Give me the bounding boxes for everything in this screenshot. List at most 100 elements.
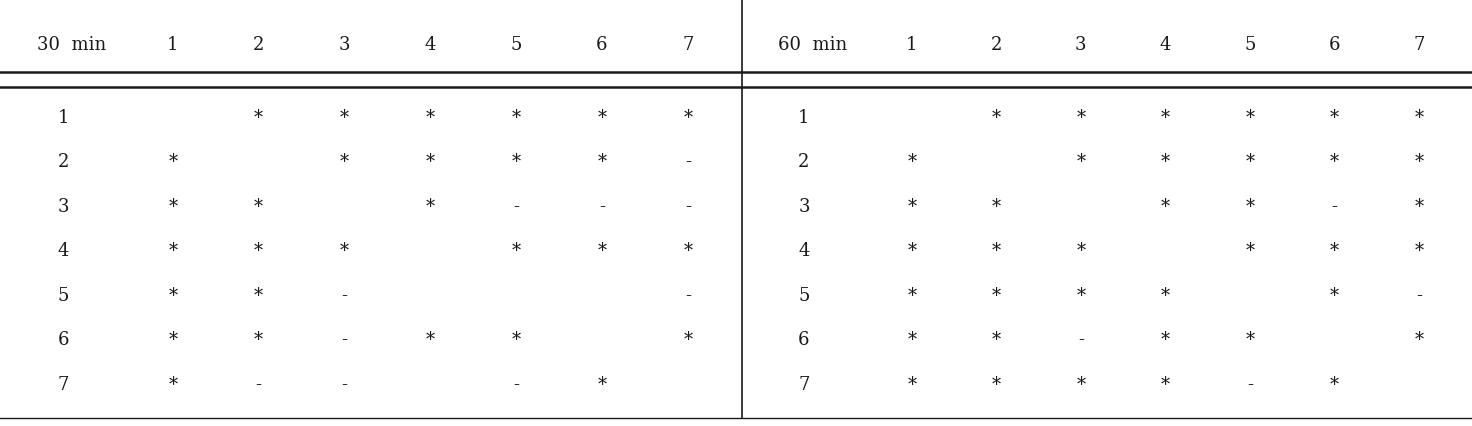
Text: *: * — [512, 153, 521, 172]
Text: *: * — [992, 331, 1001, 349]
Text: 2: 2 — [57, 153, 69, 172]
Text: -: - — [599, 198, 605, 216]
Text: *: * — [907, 198, 917, 216]
Text: *: * — [512, 109, 521, 127]
Text: *: * — [340, 153, 349, 172]
Text: *: * — [1415, 109, 1423, 127]
Text: *: * — [1076, 287, 1085, 305]
Text: *: * — [598, 109, 606, 127]
Text: *: * — [1329, 287, 1340, 305]
Text: *: * — [1076, 109, 1085, 127]
Text: -: - — [684, 287, 690, 305]
Text: *: * — [992, 242, 1001, 260]
Text: *: * — [1245, 242, 1254, 260]
Text: 1: 1 — [798, 109, 810, 127]
Text: *: * — [992, 198, 1001, 216]
Text: -: - — [342, 376, 347, 394]
Text: -: - — [1078, 331, 1083, 349]
Text: 5: 5 — [798, 287, 810, 305]
Text: *: * — [598, 153, 606, 172]
Text: 4: 4 — [798, 242, 810, 260]
Text: *: * — [168, 153, 177, 172]
Text: 60  min: 60 min — [779, 36, 848, 54]
Text: *: * — [683, 242, 692, 260]
Text: 3: 3 — [798, 198, 810, 216]
Text: *: * — [907, 287, 917, 305]
Text: *: * — [992, 287, 1001, 305]
Text: -: - — [342, 287, 347, 305]
Text: -: - — [1247, 376, 1253, 394]
Text: *: * — [1076, 376, 1085, 394]
Text: *: * — [255, 331, 263, 349]
Text: *: * — [1161, 287, 1170, 305]
Text: 30  min: 30 min — [37, 36, 106, 54]
Text: *: * — [1076, 242, 1085, 260]
Text: -: - — [1331, 198, 1338, 216]
Text: 7: 7 — [798, 376, 810, 394]
Text: *: * — [340, 109, 349, 127]
Text: 6: 6 — [798, 331, 810, 349]
Text: 1: 1 — [907, 36, 917, 54]
Text: *: * — [425, 153, 434, 172]
Text: -: - — [514, 198, 520, 216]
Text: *: * — [598, 242, 606, 260]
Text: *: * — [425, 198, 434, 216]
Text: 5: 5 — [1244, 36, 1256, 54]
Text: *: * — [1161, 109, 1170, 127]
Text: *: * — [1329, 376, 1340, 394]
Text: 2: 2 — [253, 36, 265, 54]
Text: *: * — [1245, 198, 1254, 216]
Text: *: * — [255, 242, 263, 260]
Text: -: - — [342, 331, 347, 349]
Text: *: * — [168, 198, 177, 216]
Text: -: - — [256, 376, 262, 394]
Text: *: * — [512, 331, 521, 349]
Text: *: * — [1245, 153, 1254, 172]
Text: *: * — [907, 376, 917, 394]
Text: *: * — [512, 242, 521, 260]
Text: *: * — [1245, 109, 1254, 127]
Text: 3: 3 — [57, 198, 69, 216]
Text: *: * — [992, 109, 1001, 127]
Text: *: * — [168, 376, 177, 394]
Text: *: * — [1161, 331, 1170, 349]
Text: *: * — [1329, 153, 1340, 172]
Text: 7: 7 — [57, 376, 69, 394]
Text: *: * — [425, 109, 434, 127]
Text: 2: 2 — [991, 36, 1002, 54]
Text: 4: 4 — [1160, 36, 1172, 54]
Text: 6: 6 — [596, 36, 608, 54]
Text: -: - — [684, 198, 690, 216]
Text: 7: 7 — [682, 36, 693, 54]
Text: *: * — [598, 376, 606, 394]
Text: 4: 4 — [57, 242, 69, 260]
Text: *: * — [1076, 153, 1085, 172]
Text: 6: 6 — [57, 331, 69, 349]
Text: *: * — [1161, 376, 1170, 394]
Text: *: * — [425, 331, 434, 349]
Text: *: * — [683, 109, 692, 127]
Text: *: * — [683, 331, 692, 349]
Text: -: - — [684, 153, 690, 172]
Text: 5: 5 — [57, 287, 69, 305]
Text: *: * — [907, 153, 917, 172]
Text: *: * — [168, 242, 177, 260]
Text: -: - — [1416, 287, 1422, 305]
Text: *: * — [1415, 198, 1423, 216]
Text: 1: 1 — [57, 109, 69, 127]
Text: *: * — [1329, 242, 1340, 260]
Text: 3: 3 — [1075, 36, 1086, 54]
Text: 6: 6 — [1329, 36, 1340, 54]
Text: *: * — [340, 242, 349, 260]
Text: *: * — [255, 287, 263, 305]
Text: *: * — [168, 331, 177, 349]
Text: *: * — [255, 198, 263, 216]
Text: 7: 7 — [1413, 36, 1425, 54]
Text: 3: 3 — [339, 36, 350, 54]
Text: *: * — [1161, 198, 1170, 216]
Text: 2: 2 — [798, 153, 810, 172]
Text: *: * — [168, 287, 177, 305]
Text: *: * — [1415, 153, 1423, 172]
Text: 4: 4 — [424, 36, 436, 54]
Text: *: * — [907, 242, 917, 260]
